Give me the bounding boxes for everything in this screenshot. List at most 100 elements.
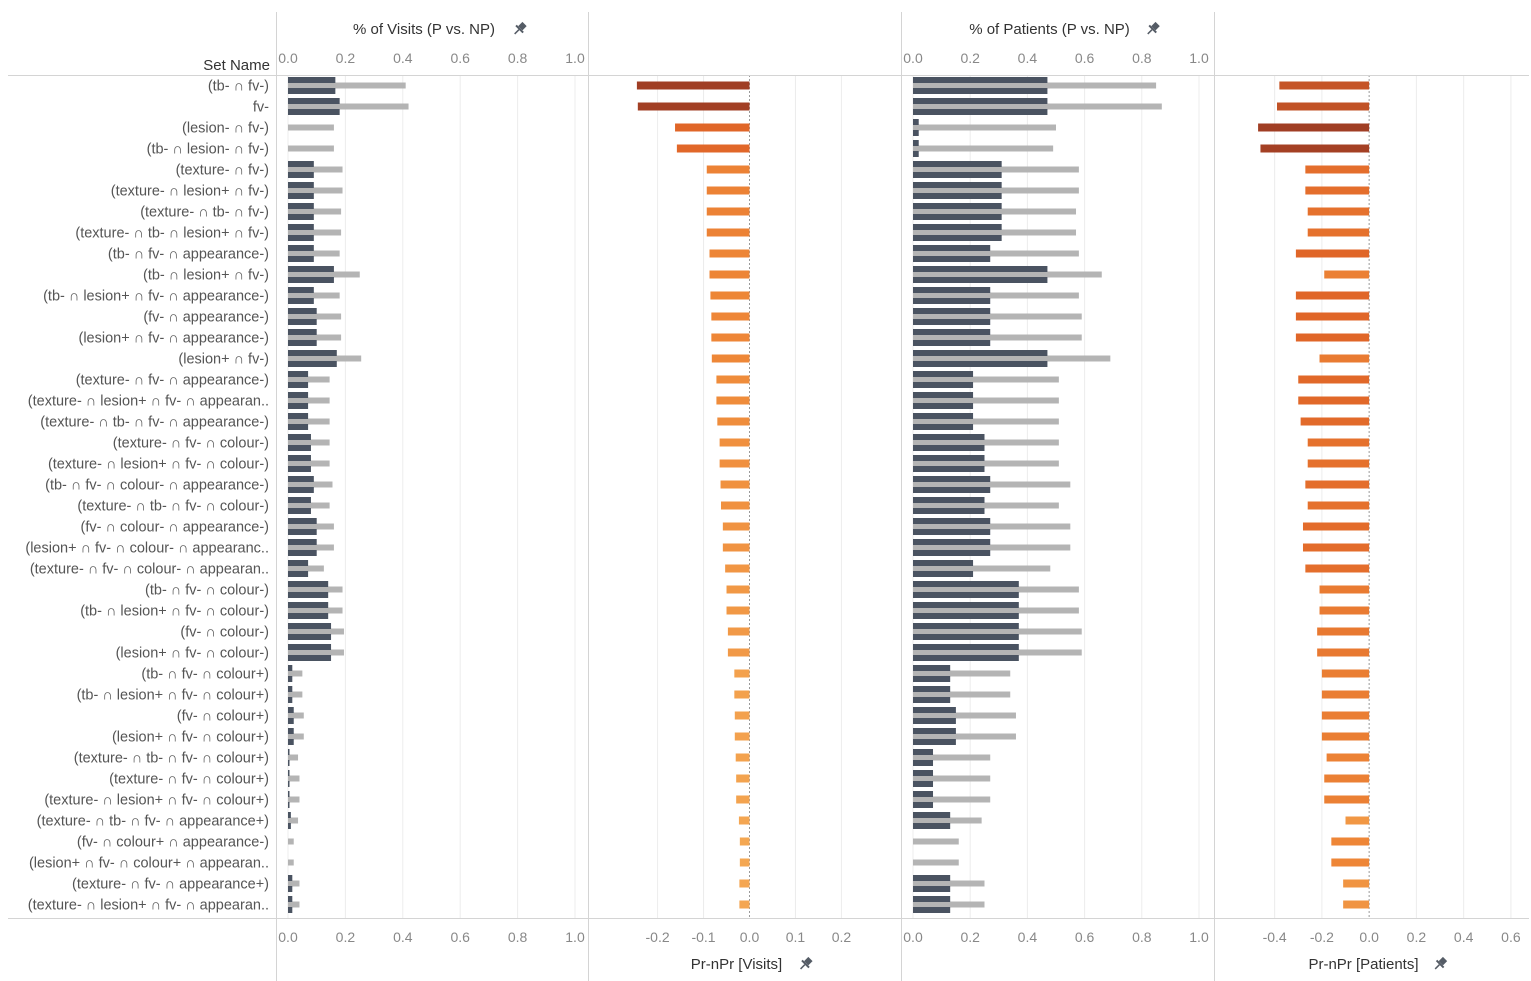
bar-diff[interactable] xyxy=(1300,417,1370,426)
bar-p-top[interactable] xyxy=(288,77,336,83)
bar-diff[interactable] xyxy=(1331,837,1370,846)
bar-diff[interactable] xyxy=(1305,186,1370,195)
bar-p-top[interactable] xyxy=(913,644,1019,650)
bar-p-bottom[interactable] xyxy=(913,172,1002,178)
bar-diff[interactable] xyxy=(719,438,750,447)
bar-np[interactable] xyxy=(913,271,1102,278)
bar-np[interactable] xyxy=(288,313,342,320)
bar-np[interactable] xyxy=(288,502,330,509)
bar-p-top[interactable] xyxy=(913,434,985,440)
bar-p-bottom[interactable] xyxy=(288,760,290,766)
bar-np[interactable] xyxy=(288,124,334,131)
bar-p-bottom[interactable] xyxy=(288,634,332,640)
bar-p-top[interactable] xyxy=(288,371,309,377)
bar-np[interactable] xyxy=(288,607,343,614)
bar-diff[interactable] xyxy=(719,459,750,468)
bar-np[interactable] xyxy=(288,859,294,866)
bar-np[interactable] xyxy=(288,82,406,89)
bar-p-bottom[interactable] xyxy=(288,781,290,787)
bar-np[interactable] xyxy=(288,166,343,173)
bar-p-top[interactable] xyxy=(913,203,1002,209)
bar-diff[interactable] xyxy=(1279,81,1370,90)
bar-np[interactable] xyxy=(288,691,303,698)
bar-diff[interactable] xyxy=(1317,627,1370,636)
bar-diff[interactable] xyxy=(1298,396,1370,405)
bar-np[interactable] xyxy=(913,796,991,803)
bar-np[interactable] xyxy=(913,418,1059,425)
bar-np[interactable] xyxy=(913,733,1016,740)
bar-p-bottom[interactable] xyxy=(913,319,991,325)
bar-p-bottom[interactable] xyxy=(288,886,293,892)
bar-np[interactable] xyxy=(913,103,1162,110)
bar-p-bottom[interactable] xyxy=(913,529,991,535)
bar-np[interactable] xyxy=(913,334,1082,341)
bar-p-bottom[interactable] xyxy=(288,193,314,199)
bar-diff[interactable] xyxy=(706,165,750,174)
bar-np[interactable] xyxy=(913,229,1077,236)
bar-diff[interactable] xyxy=(637,102,750,111)
bar-diff[interactable] xyxy=(709,249,750,258)
bar-np[interactable] xyxy=(913,691,1011,698)
bar-p-top[interactable] xyxy=(913,413,974,419)
bar-diff[interactable] xyxy=(735,753,750,762)
bar-diff[interactable] xyxy=(739,858,750,867)
bar-p-bottom[interactable] xyxy=(913,487,991,493)
bar-p-top[interactable] xyxy=(913,245,991,251)
bar-diff[interactable] xyxy=(710,291,750,300)
bar-p-bottom[interactable] xyxy=(913,361,1048,367)
bar-p-top[interactable] xyxy=(913,623,1019,629)
bar-diff[interactable] xyxy=(1276,102,1370,111)
bar-np[interactable] xyxy=(913,838,959,845)
bar-p-bottom[interactable] xyxy=(288,445,311,451)
bar-p-bottom[interactable] xyxy=(288,361,337,367)
bar-np[interactable] xyxy=(913,208,1077,215)
bar-p-top[interactable] xyxy=(288,392,309,398)
bar-p-bottom[interactable] xyxy=(913,781,934,787)
bar-np[interactable] xyxy=(288,418,330,425)
bar-np[interactable] xyxy=(913,166,1079,173)
bar-np[interactable] xyxy=(288,103,409,110)
bar-diff[interactable] xyxy=(1319,354,1370,363)
bar-np[interactable] xyxy=(913,187,1079,194)
bar-diff[interactable] xyxy=(739,879,750,888)
bar-p-top[interactable] xyxy=(913,770,934,776)
bar-diff[interactable] xyxy=(706,207,750,216)
bar-np[interactable] xyxy=(288,649,344,656)
bar-np[interactable] xyxy=(288,376,330,383)
pin-icon[interactable] xyxy=(511,21,528,38)
pin-icon[interactable] xyxy=(797,956,814,973)
bar-diff[interactable] xyxy=(739,900,750,909)
bar-p-bottom[interactable] xyxy=(913,340,991,346)
bar-diff[interactable] xyxy=(736,795,750,804)
bar-p-top[interactable] xyxy=(288,224,314,230)
bar-np[interactable] xyxy=(913,817,982,824)
bar-p-top[interactable] xyxy=(913,665,951,671)
bar-p-bottom[interactable] xyxy=(288,88,336,94)
bar-diff[interactable] xyxy=(675,123,750,132)
bar-np[interactable] xyxy=(288,397,330,404)
bar-np[interactable] xyxy=(288,901,300,908)
bar-p-top[interactable] xyxy=(913,560,974,566)
bar-p-bottom[interactable] xyxy=(913,445,985,451)
bar-p-top[interactable] xyxy=(913,728,956,734)
bar-p-top[interactable] xyxy=(288,812,291,818)
bar-p-top[interactable] xyxy=(913,161,1002,167)
bar-p-bottom[interactable] xyxy=(913,193,1002,199)
bar-p-bottom[interactable] xyxy=(913,802,934,808)
bar-p-top[interactable] xyxy=(288,497,311,503)
bar-p-bottom[interactable] xyxy=(288,592,329,598)
bar-np[interactable] xyxy=(913,754,991,761)
bar-diff[interactable] xyxy=(717,417,750,426)
bar-p-bottom[interactable] xyxy=(288,340,317,346)
bar-diff[interactable] xyxy=(1302,543,1370,552)
bar-np[interactable] xyxy=(288,271,360,278)
bar-np[interactable] xyxy=(913,565,1051,572)
bar-np[interactable] xyxy=(288,187,343,194)
bar-diff[interactable] xyxy=(716,375,750,384)
bar-np[interactable] xyxy=(288,544,334,551)
bar-p-bottom[interactable] xyxy=(288,214,314,220)
bar-p-bottom[interactable] xyxy=(288,529,317,535)
bar-diff[interactable] xyxy=(711,312,750,321)
bar-diff[interactable] xyxy=(1343,900,1370,909)
bar-diff[interactable] xyxy=(734,711,750,720)
